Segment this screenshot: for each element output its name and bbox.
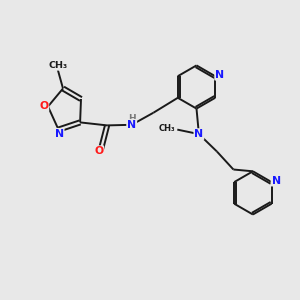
Text: O: O: [94, 146, 103, 156]
Text: N: N: [194, 129, 203, 139]
Text: N: N: [272, 176, 281, 186]
Text: CH₃: CH₃: [48, 61, 67, 70]
Text: O: O: [39, 101, 48, 111]
Text: N: N: [55, 129, 64, 139]
Text: N: N: [127, 120, 136, 130]
Text: CH₃: CH₃: [159, 124, 175, 133]
Text: N: N: [215, 70, 224, 80]
Text: H: H: [128, 114, 136, 123]
